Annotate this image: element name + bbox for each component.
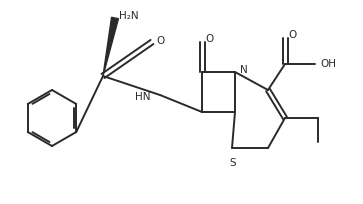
Polygon shape (103, 17, 118, 76)
Text: N: N (240, 65, 248, 75)
Text: O: O (288, 30, 296, 40)
Text: S: S (230, 158, 236, 168)
Text: H₂N: H₂N (119, 11, 139, 21)
Text: OH: OH (320, 59, 336, 69)
Text: O: O (205, 34, 213, 44)
Text: HN: HN (135, 92, 150, 102)
Text: O: O (156, 36, 164, 46)
